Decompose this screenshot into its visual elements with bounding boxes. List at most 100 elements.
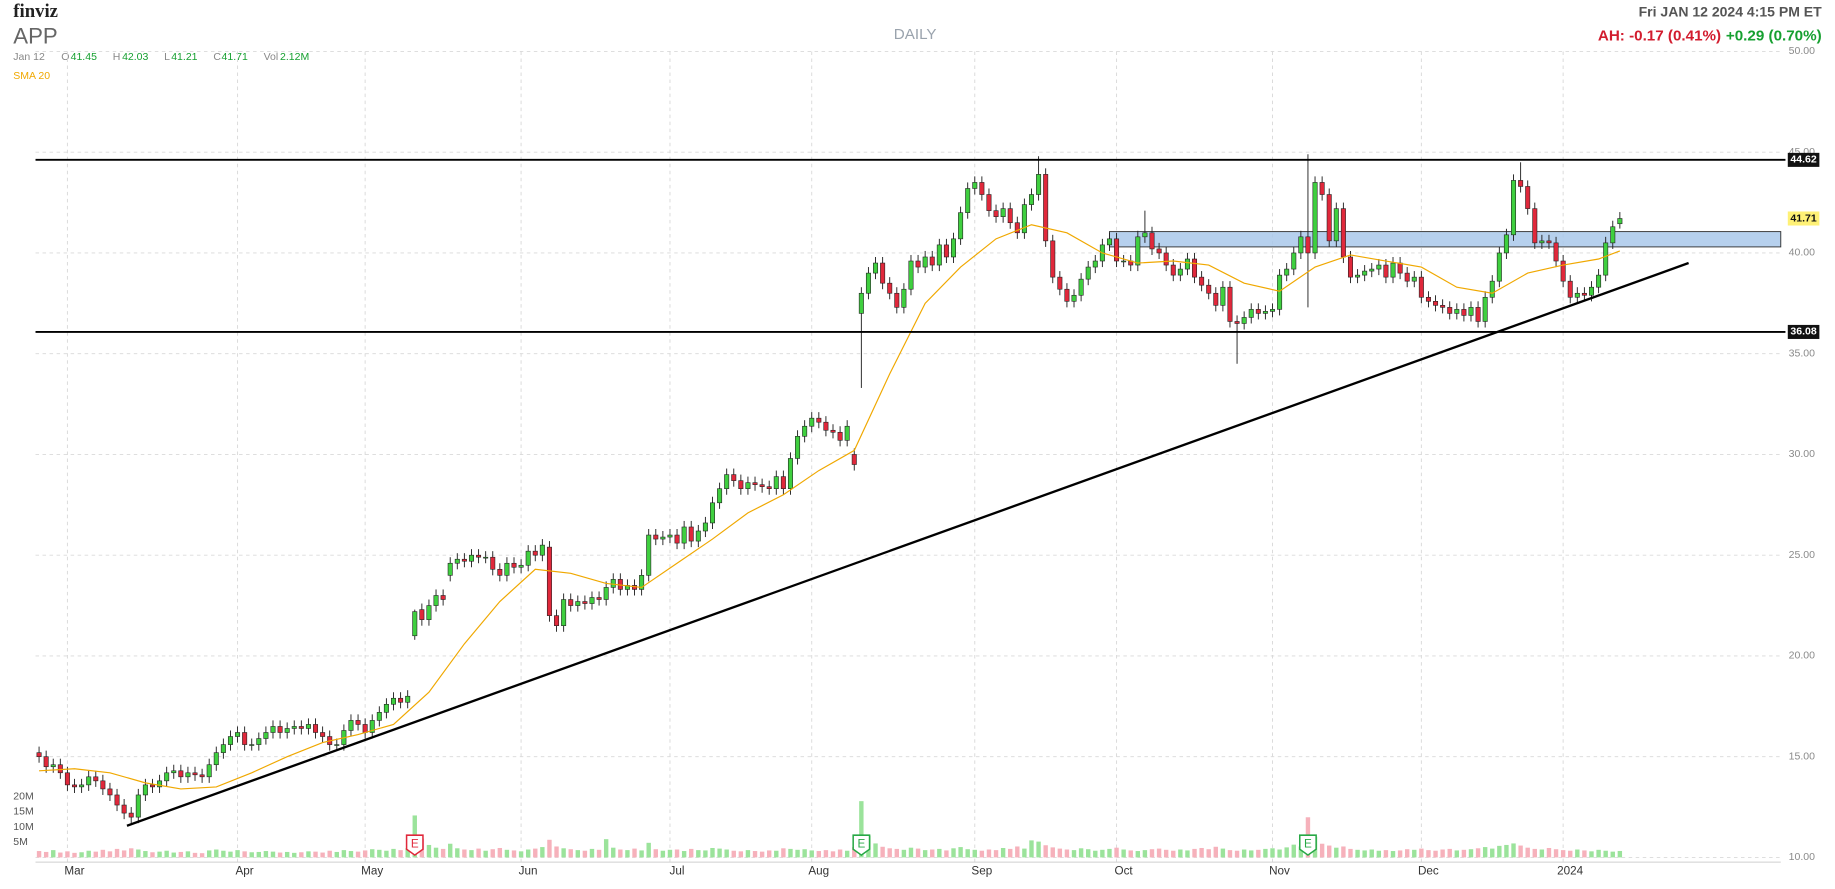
candle-body <box>476 554 482 558</box>
candle-body <box>1092 260 1098 268</box>
candle-body <box>1064 288 1070 302</box>
candle-body <box>313 724 319 733</box>
volume-bar <box>781 848 786 858</box>
volume-bar <box>937 848 942 858</box>
candle-body <box>1156 248 1162 254</box>
volume-bar <box>1376 850 1382 858</box>
volume-bar <box>1064 849 1070 858</box>
x-tick-label: Mar <box>64 865 84 878</box>
volume-bar <box>235 850 240 858</box>
candle-body <box>1589 286 1594 296</box>
candle-body <box>653 534 659 540</box>
candle-body <box>128 812 134 818</box>
candle-body <box>1163 252 1169 266</box>
volume-bar <box>1277 849 1282 858</box>
level-label: 36.08 <box>1790 326 1816 338</box>
earnings-marker <box>1298 834 1317 857</box>
volume-bar <box>1553 849 1559 858</box>
candle-body <box>171 770 177 774</box>
volume-bar <box>1291 844 1296 858</box>
volume-bar <box>830 851 836 858</box>
volume-bar <box>979 850 985 858</box>
candle-body <box>1305 236 1311 254</box>
volume-bar <box>1227 850 1233 858</box>
candle-body <box>646 534 652 576</box>
price-tag-label: 41.71 <box>1790 212 1816 224</box>
volume-bar <box>1447 848 1452 858</box>
candle-body <box>674 534 680 544</box>
candle-body <box>1418 276 1424 298</box>
sma-line <box>39 224 1621 790</box>
volume-bar <box>625 850 630 858</box>
volume-bar <box>752 851 758 858</box>
level-label: 44.62 <box>1790 154 1816 166</box>
candle-body <box>1447 307 1453 314</box>
volume-bar <box>455 848 460 858</box>
candle-body <box>688 526 694 542</box>
volume-bar <box>1185 850 1190 858</box>
volume-bar <box>1029 840 1034 858</box>
volume-bar <box>1518 845 1523 858</box>
candle-body <box>1142 232 1148 238</box>
candle-body <box>610 579 616 588</box>
candle-body <box>1177 268 1183 276</box>
volume-bar <box>589 848 595 858</box>
volume-bar <box>972 849 977 858</box>
volume-bar <box>582 850 588 858</box>
volume-bar <box>1497 845 1502 858</box>
ohlc-value: 42.03 <box>122 51 148 63</box>
volume-bar <box>1192 848 1197 858</box>
volume-bar <box>107 851 113 858</box>
volume-bar <box>639 850 644 858</box>
candle-body <box>1574 292 1580 298</box>
volume-bar <box>554 846 559 858</box>
candle-body <box>419 609 425 620</box>
volume-bar <box>823 850 829 858</box>
candle-body <box>667 534 673 538</box>
candle-body <box>1262 311 1268 314</box>
candle-body <box>1220 286 1226 306</box>
candle-body <box>1581 292 1587 296</box>
price-tag <box>1787 211 1820 226</box>
volume-bar <box>717 848 722 858</box>
volume-bar <box>100 849 106 858</box>
candle-body <box>1525 186 1531 209</box>
volume-bar <box>426 844 432 858</box>
volume-bar <box>561 848 566 858</box>
candle-body <box>235 732 241 737</box>
volume-bar <box>632 848 637 858</box>
volume-bar <box>36 851 42 858</box>
ohlc-value: 41.21 <box>171 51 197 63</box>
volume-bar <box>908 847 914 858</box>
volume-bar <box>490 849 495 858</box>
candle-body <box>1532 208 1538 244</box>
volume-bar <box>1135 851 1141 858</box>
volume-bar <box>1433 850 1438 858</box>
volume-bar <box>1171 850 1176 858</box>
brand[interactable]: finviz <box>13 1 58 22</box>
volume-bar <box>1206 849 1211 858</box>
candle-body <box>1362 270 1368 276</box>
volume-bar <box>1220 848 1226 858</box>
candle-body <box>497 568 503 576</box>
volume-bar <box>1163 849 1169 858</box>
candle-body <box>1404 272 1410 282</box>
volume-bar <box>185 851 191 858</box>
volume-bar <box>1575 849 1580 858</box>
candle-body <box>440 595 446 600</box>
candle-body <box>383 703 389 713</box>
candle-body <box>213 752 219 766</box>
candle-body <box>1503 234 1509 254</box>
candle-body <box>1170 264 1176 276</box>
volume-bar <box>1454 850 1460 858</box>
candle-body <box>1028 194 1034 205</box>
volume-bar <box>284 851 290 858</box>
volume-bar <box>263 851 269 858</box>
volume-bar <box>894 848 899 858</box>
volume-bar <box>852 847 857 858</box>
candle-body <box>86 776 92 786</box>
volume-bar <box>802 849 807 858</box>
candle-body <box>490 556 496 570</box>
candle-body <box>1482 296 1488 322</box>
x-tick-label: Jul <box>670 865 685 878</box>
